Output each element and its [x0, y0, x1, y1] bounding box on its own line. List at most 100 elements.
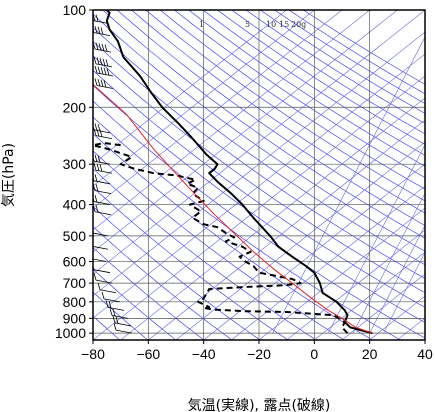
isotherm-line — [148, 119, 425, 340]
dry-adiabat-line — [116, 10, 425, 226]
isotherm-line — [120, 97, 425, 340]
wind-barb — [93, 128, 113, 139]
isotherm-line — [203, 163, 425, 340]
mixing-ratio-line — [383, 251, 425, 334]
y-tick-label: 700 — [63, 275, 87, 291]
dry-adiabat-line — [159, 10, 425, 190]
isotherm-line — [93, 10, 287, 165]
mixing-ratio-label: 1 — [199, 20, 204, 29]
wind-barb — [97, 282, 117, 294]
mixing-ratio-line — [369, 224, 425, 334]
dry-adiabat-line — [93, 186, 289, 340]
wind-barb — [93, 258, 107, 262]
background-lines — [93, 10, 425, 340]
wind-barb — [93, 163, 113, 174]
wind-barb — [94, 78, 114, 89]
x-axis-ticks: −80 −60 −40 −20 0 20 40 — [81, 340, 433, 362]
y-tick-label: 500 — [63, 228, 87, 244]
isotherm-line — [93, 53, 425, 319]
dry-adiabat-line — [93, 226, 233, 340]
x-tick-label: 40 — [417, 346, 433, 362]
isotherm-line — [314, 251, 425, 340]
dry-adiabat-line — [202, 10, 425, 156]
y-tick-label: 100 — [63, 2, 87, 18]
dry-adiabat-line — [93, 150, 345, 340]
isotherm-line — [231, 185, 425, 340]
isotherm-line — [93, 75, 425, 340]
isotherm-line — [258, 207, 425, 340]
y-tick-label: 900 — [63, 310, 87, 326]
dry-adiabat-line — [93, 40, 425, 279]
isotherm-line — [397, 317, 425, 340]
x-tick-label: 20 — [362, 346, 378, 362]
x-tick-label: −20 — [247, 346, 271, 362]
x-tick-label: −40 — [192, 346, 216, 362]
dry-adiabat-line — [93, 168, 317, 340]
dry-adiabat-line — [174, 10, 425, 178]
dry-adiabat-line — [145, 10, 425, 202]
wind-barb — [94, 65, 114, 77]
mixing-ratio-line — [272, 36, 425, 334]
wind-barb — [109, 308, 129, 319]
dry-adiabat-line — [93, 268, 176, 340]
gridlines — [93, 10, 425, 340]
y-tick-label: 400 — [63, 197, 87, 213]
mixing-ratio-line — [327, 143, 425, 334]
isotherm-line — [175, 141, 425, 340]
y-tick-label: 1000 — [55, 325, 86, 341]
isotherm-line — [93, 10, 425, 275]
isotherm-line — [93, 10, 343, 209]
y-tick-label: 600 — [63, 253, 87, 269]
wind-barb — [113, 323, 133, 334]
wind-barb — [93, 246, 109, 250]
dry-adiabat-line — [188, 10, 425, 167]
isotherm-line — [93, 10, 398, 253]
wind-barb — [101, 291, 121, 303]
mixing-ratio-line — [352, 192, 425, 334]
wind-barbs — [93, 13, 133, 334]
dry-adiabat-line — [93, 69, 425, 308]
wind-barb — [93, 183, 112, 195]
mixing-ratio-label: 15 — [279, 20, 289, 29]
x-tick-label: 0 — [310, 346, 318, 362]
wind-barb — [105, 300, 125, 311]
isotherm-line — [286, 229, 425, 340]
y-axis-title: 気圧(hPa) — [1, 143, 17, 207]
isotherm-line — [424, 339, 425, 340]
series-line-3 — [93, 84, 373, 334]
dry-adiabat-line — [93, 13, 425, 252]
dry-adiabat-line — [131, 10, 425, 214]
mixing-ratio-label: 10 — [266, 20, 276, 29]
mixing-ratio-labels: 1 5 10 15 20g — [199, 20, 306, 29]
dry-adiabat-line — [93, 116, 401, 340]
series-line-1 — [105, 10, 373, 335]
dry-adiabat-line — [93, 206, 261, 340]
wind-barb — [93, 42, 112, 53]
dry-adiabat-line — [102, 10, 425, 239]
isotherm-line — [341, 273, 425, 340]
wind-barb — [93, 195, 111, 205]
x-axis-title: 気温(実線), 露点(破線) — [188, 398, 331, 412]
y-tick-label: 300 — [63, 156, 87, 172]
wind-barb — [93, 56, 113, 68]
dry-adiabat-line — [217, 10, 425, 145]
dry-adiabat-line — [93, 27, 425, 266]
y-tick-label: 200 — [63, 99, 87, 115]
x-tick-label: −60 — [136, 346, 160, 362]
dry-adiabat-line — [260, 10, 425, 114]
wind-barb — [112, 315, 132, 327]
isotherm-line — [93, 10, 315, 187]
wind-barb — [93, 232, 109, 237]
x-tick-label: −80 — [81, 346, 105, 362]
dry-adiabat-line — [93, 133, 373, 340]
wind-barb — [93, 174, 111, 185]
profiles — [93, 10, 373, 335]
series-line-2 — [93, 142, 349, 334]
isotherm-line — [93, 31, 425, 297]
mixing-ratio-label: 20g — [291, 20, 306, 29]
dry-adiabat-line — [93, 247, 205, 340]
y-tick-label: 800 — [63, 294, 87, 310]
wind-barb — [93, 272, 113, 284]
